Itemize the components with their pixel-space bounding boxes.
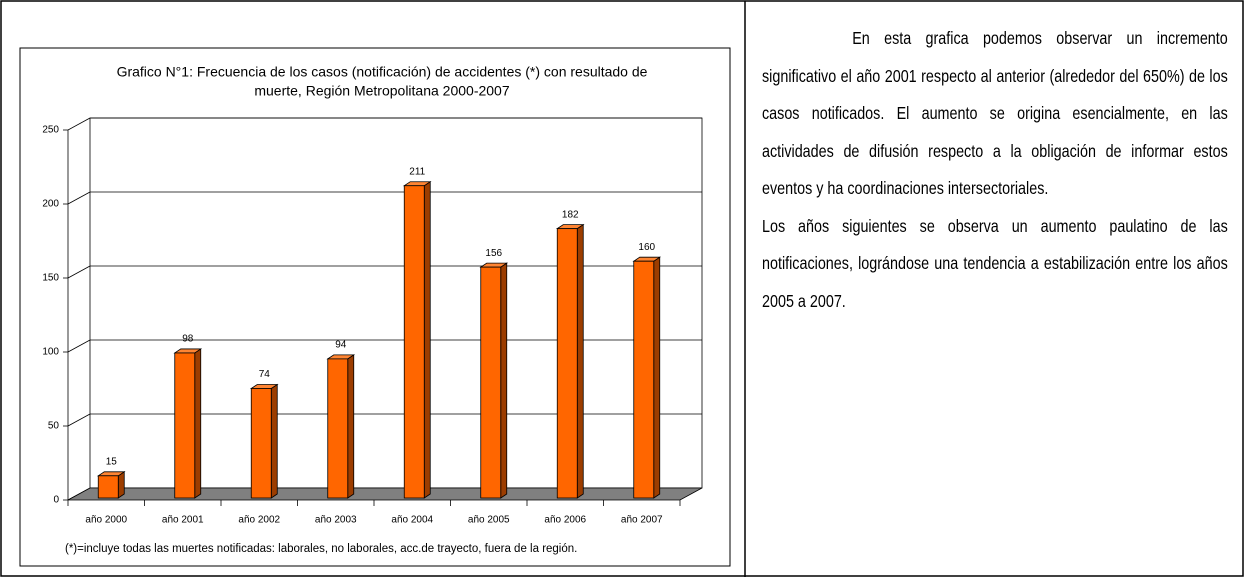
bar-side (117, 471, 125, 499)
chart-frame (19, 47, 731, 567)
paragraph: Los años siguientes se observa un aument… (762, 215, 1228, 311)
x-tick-label: año 2000 (85, 515, 127, 526)
value-label: 15 (106, 456, 118, 467)
bar-side (270, 383, 278, 499)
x-tick-label: año 2002 (238, 515, 280, 526)
value-label: 211 (409, 166, 425, 177)
x-tick-label: año 2001 (162, 515, 204, 526)
value-label: 156 (485, 248, 502, 259)
y-tick-label: 50 (48, 421, 60, 432)
chart-title: Grafico N°1: Frecuencia de los casos (no… (117, 64, 648, 80)
x-tick-label: año 2005 (468, 515, 510, 526)
bar-side (576, 223, 584, 499)
y-tick-label: 250 (42, 125, 59, 136)
x-tick-label: año 2006 (544, 515, 586, 526)
value-label: 182 (562, 209, 579, 220)
chart-title: muerte, Región Metropolitana 2000-2007 (254, 83, 509, 99)
bar-side (423, 180, 431, 499)
value-label: 160 (638, 242, 655, 253)
bar-side (653, 256, 661, 499)
y-tick-label: 150 (42, 273, 59, 284)
bar (327, 358, 349, 499)
bar (633, 260, 655, 499)
x-tick-label: año 2003 (315, 515, 357, 526)
x-tick-label: año 2007 (621, 515, 663, 526)
grid-line (67, 413, 91, 427)
grid-line (67, 339, 91, 353)
bar (403, 185, 425, 499)
bar-side (347, 354, 355, 499)
grid-line (67, 117, 91, 131)
paragraph-block: En esta grafica podemos observar un incr… (762, 20, 1228, 320)
bar (480, 266, 502, 499)
floor (67, 487, 703, 501)
bar-side (500, 262, 508, 499)
value-label: 94 (335, 340, 347, 351)
chart-note: (*)=incluye todas las muertes notificada… (65, 543, 577, 555)
y-tick-label: 200 (42, 199, 59, 210)
y-tick-label: 0 (53, 495, 59, 506)
grid-line (67, 191, 91, 205)
bar-side (194, 348, 202, 499)
bar (97, 475, 119, 499)
bar (250, 388, 272, 499)
paragraph: En esta grafica podemos observar un incr… (762, 28, 1228, 198)
bar (556, 228, 578, 499)
y-tick-label: 100 (42, 347, 59, 358)
value-label: 74 (259, 369, 271, 380)
value-label: 98 (182, 334, 194, 345)
x-tick-label: año 2004 (391, 515, 433, 526)
bar (174, 352, 196, 499)
grid-line (67, 265, 91, 279)
